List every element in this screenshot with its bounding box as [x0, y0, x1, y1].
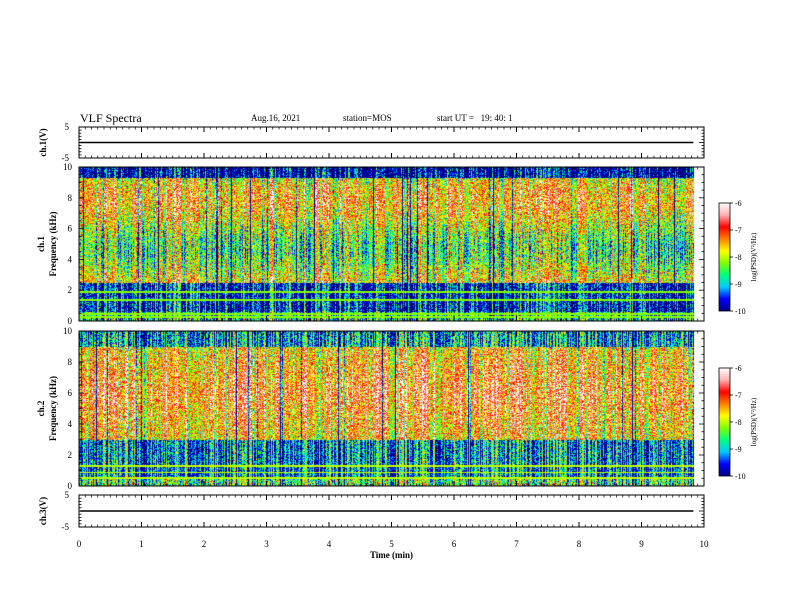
- y-tick-label-8: 8: [68, 357, 73, 367]
- colorbar-tick-label: -7: [735, 226, 742, 235]
- y-axis-label-ch3-voltage: ch.3(V): [38, 497, 48, 525]
- colorbar-tick-label: -8: [735, 418, 742, 427]
- y-tick-label: 5: [65, 490, 70, 500]
- ch2-spectrogram-image: [79, 331, 704, 486]
- y-axis-label-frequency-ch1-spectrogram: Frequency (kHz): [48, 211, 58, 276]
- x-tick-label-6: 6: [452, 539, 457, 549]
- y-tick-label-10: 10: [63, 326, 73, 336]
- y-tick-label-2: 2: [68, 450, 73, 460]
- y-tick-label: -5: [62, 153, 70, 163]
- chart-title: VLF Spectra: [80, 111, 142, 125]
- colorbar-tick-label: -6: [735, 199, 742, 208]
- x-tick-label-0: 0: [77, 539, 82, 549]
- colorbar-tick-label: -10: [735, 307, 746, 316]
- x-tick-label-2: 2: [202, 539, 207, 549]
- y-tick-label-4: 4: [68, 419, 73, 429]
- x-tick-label-3: 3: [264, 539, 269, 549]
- y-tick-label: -5: [62, 522, 70, 532]
- colorbar-tick-label: -8: [735, 253, 742, 262]
- x-tick-label-10: 10: [700, 539, 710, 549]
- colorbar-tick-label: -7: [735, 391, 742, 400]
- y-tick-label-4: 4: [68, 254, 73, 264]
- station-label: station=MOS: [343, 113, 392, 123]
- colorbar-tick-label: -6: [735, 364, 742, 373]
- y-tick-label-6: 6: [68, 224, 73, 234]
- x-tick-label-1: 1: [139, 539, 144, 549]
- y-tick-label: 5: [65, 122, 70, 132]
- y-tick-label-0: 0: [68, 481, 73, 491]
- colorbar-tick-label: -10: [735, 472, 746, 481]
- ch1-spectrogram-image: [79, 167, 704, 321]
- x-tick-label-5: 5: [389, 539, 394, 549]
- x-tick-label-4: 4: [327, 539, 332, 549]
- y-axis-label-channel-ch1-spectrogram: ch.1: [36, 236, 46, 252]
- y-tick-label-0: 0: [68, 316, 73, 326]
- y-tick-label-8: 8: [68, 193, 73, 203]
- y-axis-label-frequency-ch2-spectrogram: Frequency (kHz): [48, 376, 58, 441]
- colorbar-label-1: log(PSD)(V²/Hz): [750, 232, 758, 281]
- x-tick-label-9: 9: [639, 539, 644, 549]
- colorbar-1: [718, 202, 731, 312]
- start-time-label: start UT = 19: 40: 1: [437, 113, 513, 123]
- colorbar-tick-label: -9: [735, 445, 742, 454]
- x-axis-label: Time (min): [370, 550, 413, 560]
- x-tick-label-8: 8: [577, 539, 582, 549]
- y-tick-label-6: 6: [68, 388, 73, 398]
- y-axis-label-channel-ch2-spectrogram: ch.2: [36, 400, 46, 416]
- date-label: Aug.16, 2021: [251, 113, 301, 123]
- colorbar-tick-label: -9: [735, 280, 742, 289]
- colorbar-2: [718, 367, 731, 477]
- x-tick-label-7: 7: [514, 539, 519, 549]
- colorbar-label-2: log(PSD)(V²/Hz): [750, 397, 758, 446]
- y-tick-label-10: 10: [63, 162, 73, 172]
- y-tick-label-2: 2: [68, 285, 73, 295]
- y-axis-label-ch1-voltage: ch.1(V): [38, 128, 48, 156]
